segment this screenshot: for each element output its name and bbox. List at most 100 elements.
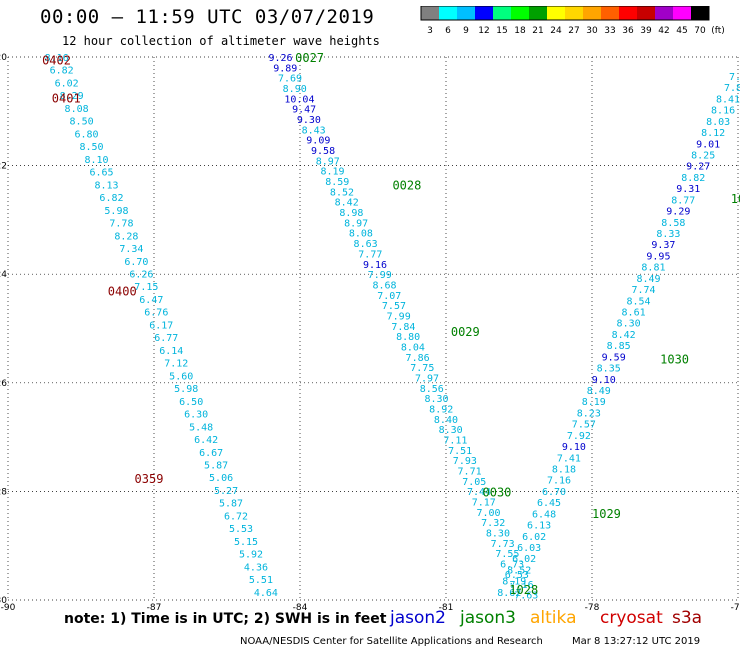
wave-height-value: 8.40: [434, 415, 458, 426]
pass-time-label: 1029: [592, 507, 621, 521]
wave-height-value: 8.30: [424, 394, 448, 405]
wave-height-value: 10.04: [284, 94, 314, 105]
wave-height-value: 9.59: [602, 352, 626, 363]
wave-height-value: 7.16: [547, 476, 571, 487]
colorbar-swatch: [637, 6, 655, 20]
wave-height-value: 5.60: [169, 371, 193, 382]
wave-height-value: 7.74: [631, 285, 655, 296]
colorbar-label: (ft): [711, 26, 725, 36]
wave-height-value: 6.26: [129, 269, 153, 280]
wave-height-value: 6.76: [144, 308, 168, 319]
pass-time-label: 0027: [295, 51, 324, 65]
wave-height-value: 6.02: [512, 554, 536, 565]
wave-height-value: 8.19: [502, 577, 526, 588]
colorbar-label: 12: [478, 26, 489, 36]
wave-height-value: 8.28: [114, 231, 138, 242]
wave-height-value: 6.13: [527, 521, 551, 532]
wave-height-value: 8.19: [582, 397, 606, 408]
longitude-tick-label: -81: [439, 603, 454, 613]
wave-height-value: 7.41: [557, 453, 581, 464]
colorbar-label: 27: [568, 26, 579, 36]
wave-height-value: 6.02: [55, 78, 79, 89]
latitude-tick-label: -22: [0, 162, 7, 172]
colorbar-label: 6: [445, 26, 451, 36]
wave-height-value: 6.50: [179, 397, 203, 408]
units-note: note: 1) Time is in UTC; 2) SWH is in fe…: [64, 611, 387, 627]
wave-height-value: 8.63: [354, 239, 378, 250]
wave-height-value: 7.12: [164, 359, 188, 370]
satellite-label-s3a: s3a: [672, 608, 703, 628]
wave-height-value: 8.52: [507, 565, 531, 576]
wave-height-value: 6.14: [159, 346, 183, 357]
wave-height-value: 8.82: [681, 173, 705, 184]
colorbar-label: 21: [532, 26, 543, 36]
colorbar-label: 24: [550, 26, 562, 36]
wave-height-value: 8.35: [597, 364, 621, 375]
wave-height-value: 6.42: [194, 435, 218, 446]
colorbar-label: 15: [496, 26, 507, 36]
wave-height-value: 8.23: [577, 408, 601, 419]
colorbar-label: 33: [604, 26, 615, 36]
latitude-tick-label: -28: [0, 487, 7, 497]
wave-height-value: 6.47: [139, 295, 163, 306]
wave-height-value: 9.16: [363, 260, 387, 271]
wave-height-value: 7.17: [472, 498, 496, 509]
wave-height-value: 8.61: [622, 308, 646, 319]
longitude-tick-label: -90: [1, 603, 16, 613]
wave-height-value: 7.75: [410, 363, 434, 374]
wave-height-value: 7.63: [514, 591, 538, 602]
wave-height-value: 7.99: [368, 270, 392, 281]
colorbar-swatch: [601, 6, 619, 20]
pass-time-label: 1028: [509, 583, 538, 597]
wave-height-value: 8.85: [607, 341, 631, 352]
wave-height-value: 7.78: [109, 219, 133, 230]
pass-time-label: 0028: [392, 179, 421, 193]
wave-height-value: 5.87: [219, 499, 243, 510]
colorbar-label: 3: [427, 26, 433, 36]
wave-height-value: 9.29: [666, 207, 690, 218]
wave-height-value: 7.55: [495, 549, 519, 560]
wave-height-value: 8.08: [65, 104, 89, 115]
wave-height-value: 8.08: [349, 229, 373, 240]
wave-height-value: 6.70: [124, 257, 148, 268]
wave-height-value: 9.26: [268, 53, 292, 64]
wave-height-value: 8.13: [94, 180, 118, 191]
wave-height-value: 7.97: [415, 373, 439, 384]
wave-height-value: 8.19: [320, 167, 344, 178]
wave-height-value: 8.49: [587, 386, 611, 397]
wave-height-value: 8.16: [45, 53, 69, 64]
longitude-tick-label: -75: [731, 603, 740, 613]
wave-height-value: 7.44: [467, 487, 491, 498]
wave-height-value: 9.37: [651, 240, 675, 251]
pass-time-label: 0401: [52, 92, 81, 106]
wave-height-value: 6.70: [542, 487, 566, 498]
latitude-tick-label: -24: [0, 270, 7, 280]
wave-height-value: 4.36: [244, 562, 268, 573]
wave-height-value: 5.98: [174, 384, 198, 395]
wave-height-value: 7.99: [387, 311, 411, 322]
wave-height-value: 6.82: [50, 66, 74, 77]
wave-height-value: 6.30: [184, 410, 208, 421]
wave-height-value: 8.42: [335, 198, 359, 209]
satellite-label-cryosat: cryosat: [600, 608, 663, 628]
satellite-label-jason2: jason2: [390, 608, 446, 628]
wave-height-value: 7.51: [448, 446, 472, 457]
wave-height-value: 8.50: [70, 117, 94, 128]
wave-height-value: 8.30: [439, 425, 463, 436]
wave-height-value: 6.65: [89, 168, 113, 179]
wave-height-value: 8.56: [420, 384, 444, 395]
wave-height-value: 9.09: [306, 136, 330, 147]
wave-height-value: 8.77: [671, 195, 695, 206]
wave-height-value: 5.87: [204, 461, 228, 472]
wave-height-value: 8.98: [339, 208, 363, 219]
wave-height-value: 7.15: [134, 282, 158, 293]
wave-height-value: 6.48: [532, 509, 556, 520]
colorbar-frame: [420, 6, 710, 21]
wave-height-value: 6.67: [199, 448, 223, 459]
wave-height-value: 8.29: [60, 91, 84, 102]
colorbar-swatch: [439, 6, 457, 20]
colorbar-swatch: [547, 6, 565, 20]
wave-height-value: 8.97: [344, 218, 368, 229]
wave-height-value: 8.97: [316, 156, 340, 167]
wave-height-value: 8.92: [429, 404, 453, 415]
